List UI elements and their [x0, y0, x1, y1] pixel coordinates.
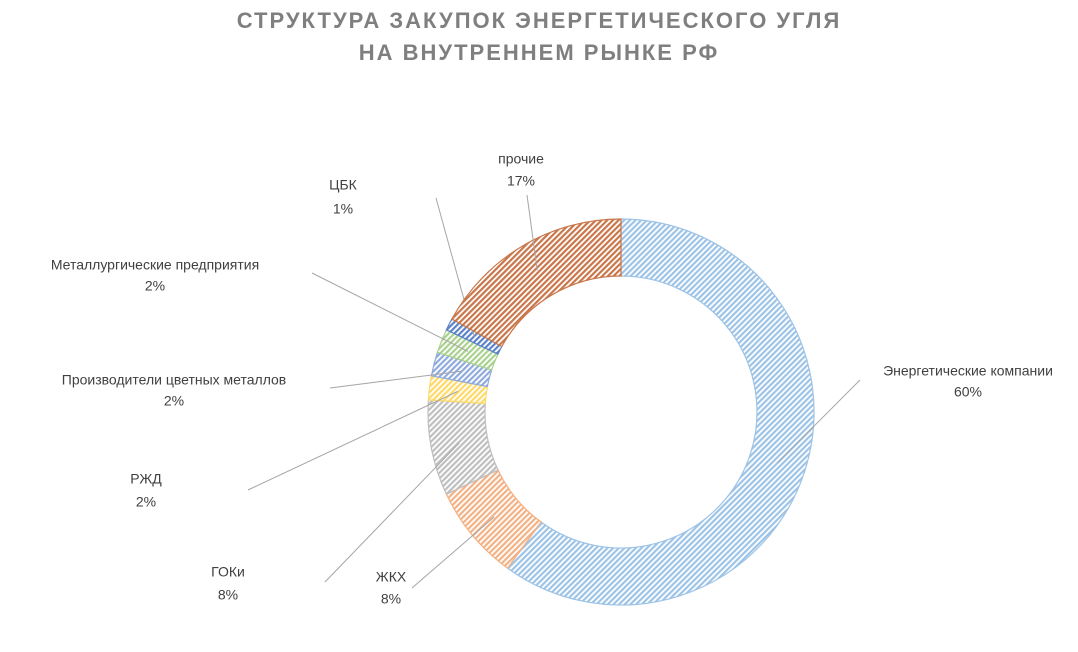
- category-label: Производители цветных металлов: [62, 372, 287, 388]
- value-label: 1%: [333, 201, 353, 217]
- value-label: 2%: [164, 393, 184, 409]
- category-label: ЖКХ: [376, 569, 407, 585]
- value-label: 8%: [381, 591, 401, 607]
- leader-line: [526, 194, 538, 271]
- category-label: ЦБК: [329, 177, 358, 193]
- category-label: ГОКи: [211, 564, 245, 580]
- value-label: 2%: [145, 278, 165, 294]
- leader-line: [324, 442, 460, 583]
- value-label: 60%: [954, 384, 982, 400]
- value-label: 17%: [507, 173, 535, 189]
- donut-slice: [506, 218, 815, 606]
- value-label: 2%: [136, 494, 156, 510]
- leader-line: [329, 370, 462, 389]
- category-label: Металлургические предприятия: [51, 257, 259, 273]
- category-label: Энергетические компании: [883, 363, 1053, 379]
- chart-title: СТРУКТУРА ЗАКУПОК ЭНЕРГЕТИЧЕСКОГО УГЛЯ: [237, 8, 842, 33]
- leader-line: [411, 516, 495, 589]
- value-label: 8%: [218, 587, 238, 603]
- chart-title: НА ВНУТРЕННЕМ РЫНКЕ РФ: [359, 40, 720, 65]
- leader-line: [311, 272, 469, 352]
- leader-line: [247, 390, 459, 491]
- donut-slice: [451, 218, 622, 348]
- category-label: РЖД: [130, 471, 162, 487]
- category-label: прочие: [498, 151, 544, 167]
- leader-line: [777, 379, 861, 464]
